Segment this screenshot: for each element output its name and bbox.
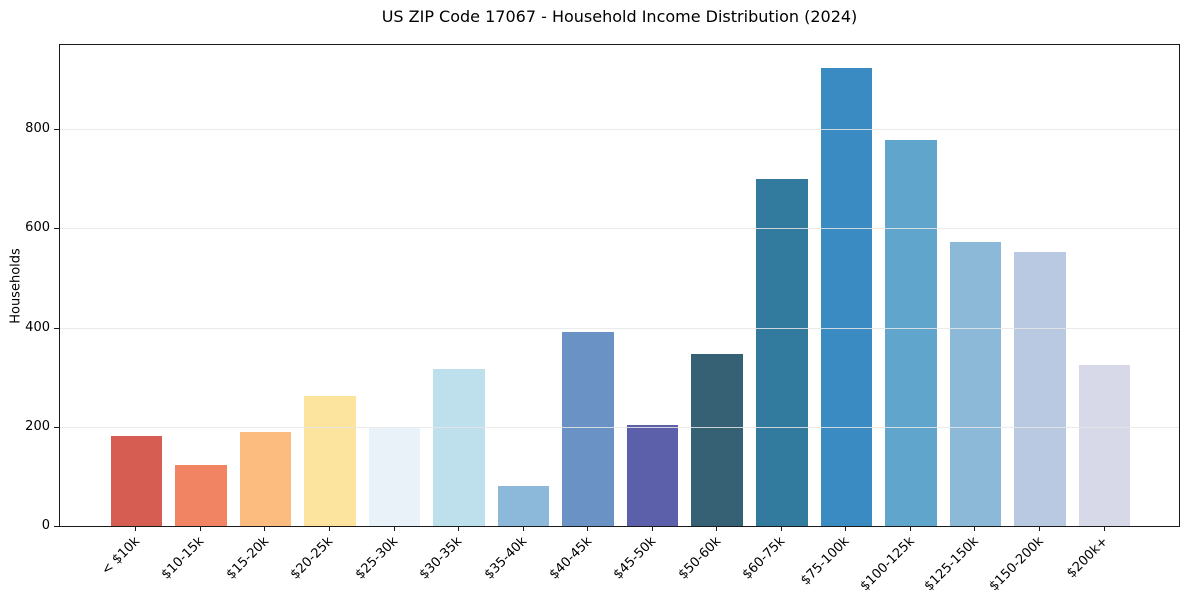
bar--200k+: [1078, 364, 1131, 526]
x-tick-label: $35-40k: [481, 534, 531, 583]
bar--100-125k: [885, 140, 937, 526]
x-tick-mark: [974, 526, 976, 531]
x-tick-label: $150-200k: [986, 534, 1047, 590]
y-tick-label: 800: [25, 121, 50, 137]
y-tick-label: 600: [25, 220, 50, 236]
y-tick-mark: [54, 327, 59, 329]
y-axis-label: Households: [8, 248, 24, 324]
bar--50-60k: [691, 354, 744, 526]
gridline-600: [60, 228, 1179, 230]
bar--150-200k: [1014, 251, 1066, 526]
gridline-800: [60, 129, 1179, 131]
x-tick-mark: [135, 526, 137, 531]
x-tick-label: $25-30k: [352, 534, 402, 583]
bar--60-75k: [756, 178, 808, 526]
x-tick-label: $15-20k: [223, 534, 272, 583]
x-tick-mark: [845, 526, 847, 531]
gridline-400: [60, 327, 1179, 329]
bar--30-35k: [433, 368, 485, 526]
x-tick-label: $30-35k: [417, 534, 466, 583]
x-tick-mark: [1103, 526, 1105, 531]
y-tick-mark: [54, 129, 59, 131]
x-tick-mark: [651, 526, 653, 531]
bar--20-25k: [304, 396, 356, 526]
x-tick-label: $125-150k: [921, 534, 983, 590]
x-tick-mark: [328, 526, 330, 531]
bar--45-50k: [626, 425, 679, 526]
x-tick-mark: [780, 526, 782, 531]
x-tick-mark: [264, 526, 266, 531]
x-tick-label: $40-45k: [546, 534, 595, 583]
x-tick-mark: [522, 526, 524, 531]
y-tick-label: 200: [25, 418, 50, 434]
x-tick-mark: [716, 526, 718, 531]
x-tick-label: $75-100k: [798, 534, 853, 589]
x-tick-mark: [587, 526, 589, 531]
x-tick-label: $60-75k: [739, 534, 789, 583]
x-tick-label: $45-50k: [610, 534, 660, 583]
x-tick-label: $50-60k: [675, 534, 724, 583]
gridline-200: [60, 426, 1179, 428]
bar--35-40k: [497, 485, 550, 526]
x-tick-label: < $10k: [98, 534, 143, 579]
x-tick-label: $100-125k: [857, 534, 918, 590]
y-tick-label: 400: [25, 319, 50, 335]
plot-area: [59, 44, 1180, 527]
y-tick-mark: [54, 526, 59, 527]
y-tick-label: 0: [41, 518, 50, 533]
x-tick-label: $10-15k: [158, 534, 208, 583]
bar--40-45k: [562, 331, 614, 526]
bar--25-30k: [368, 428, 421, 526]
y-tick-mark: [54, 228, 59, 230]
x-tick-mark: [909, 526, 911, 531]
x-tick-label: $200k+: [1064, 534, 1112, 582]
x-tick-mark: [458, 526, 460, 531]
bar--75-100k: [820, 67, 873, 526]
x-tick-label: $20-25k: [288, 534, 337, 583]
bar--10-15k: [175, 465, 227, 526]
x-tick-mark: [199, 526, 201, 531]
x-tick-mark: [393, 526, 395, 531]
x-tick-mark: [1039, 526, 1040, 531]
y-tick-mark: [54, 426, 59, 428]
bar--10k: [110, 436, 163, 526]
bar--125-150k: [949, 241, 1002, 526]
chart-title: US ZIP Code 17067 - Household Income Dis…: [381, 7, 858, 26]
bar--15-20k: [239, 431, 292, 526]
